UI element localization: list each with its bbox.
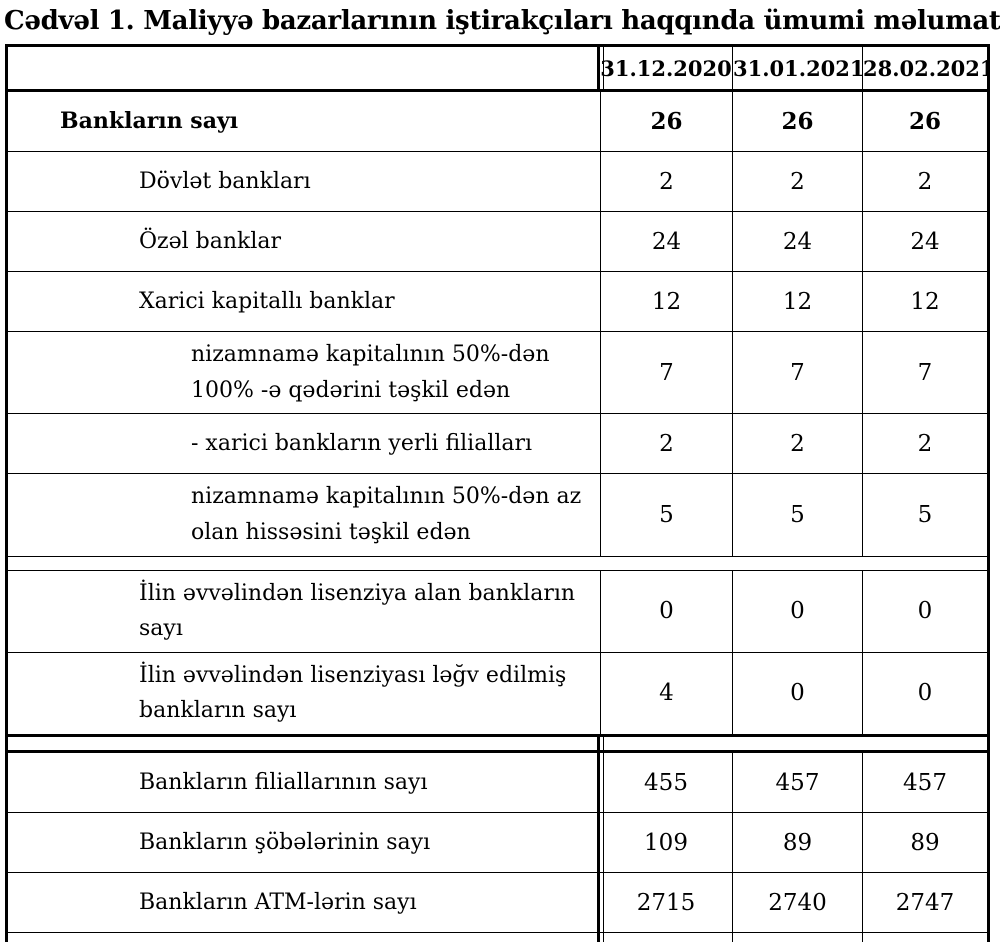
table-row: Bankların şöbələrinin sayı 109 89 89 [8, 812, 987, 872]
table-title: Cədvəl 1. Maliyyə bazarlarının iştirakçı… [4, 6, 1000, 36]
cell-value: 5 [862, 473, 987, 556]
cell-value: 2 [600, 413, 732, 474]
cell-value: 12 [732, 271, 862, 331]
table-row: Bankların sayı 26 26 26 [8, 92, 987, 151]
cell-value: 2 [862, 151, 987, 211]
cell-value: 0 [732, 651, 862, 734]
row-label: İlin əvvəlindən lisenziyası ləğv edilmiş… [8, 651, 600, 734]
table-row: İlin əvvəlindən lisenziyası ləğv edilmiş… [8, 651, 987, 734]
cell-value: 2747 [862, 872, 987, 932]
table-row: - xarici bankların yerli filialları 2 2 2 [8, 413, 987, 474]
cell-value: 457 [862, 750, 987, 812]
cell-value: 24 [732, 211, 862, 271]
table-row: Xarici kapitallı banklar 12 12 12 [8, 271, 987, 331]
cell-value: 5 [600, 473, 732, 556]
cell-value: 26 [862, 92, 987, 151]
table-row: Bankların filiallarının sayı 455 457 457 [8, 750, 987, 812]
row-label: Özəl banklar [8, 211, 600, 271]
header-row: 31.12.2020 31.01.2021 28.02.2021 [8, 47, 987, 92]
cell-value: 0 [862, 569, 987, 652]
row-label: Bank işçilərinin sayı [8, 932, 600, 942]
table-row: Bankların ATM-lərin sayı 2715 2740 2747 [8, 872, 987, 932]
header-col-date-3: 28.02.2021 [862, 47, 987, 92]
header-empty-cell [8, 47, 600, 92]
cell-value: 24 [862, 211, 987, 271]
header-col-date-1: 31.12.2020 [600, 47, 732, 92]
cell-value: 109 [600, 812, 732, 872]
cell-value: 2 [732, 151, 862, 211]
cell-value: 89 [732, 812, 862, 872]
table-row: Dövlət bankları 2 2 2 [8, 151, 987, 211]
row-label: Bankların sayı [60, 107, 239, 134]
row-label: Bankların ATM-lərin sayı [8, 872, 600, 932]
spacer-value-cell [600, 734, 987, 750]
cell-value: 7 [862, 331, 987, 414]
row-label: Xarici kapitallı banklar [8, 271, 600, 331]
row-label: Bankların filiallarının sayı [8, 750, 600, 812]
spacer-label-cell [8, 734, 600, 750]
cell-value: 2740 [732, 872, 862, 932]
cell-value: 12 [600, 271, 732, 331]
cell-value: 0 [600, 569, 732, 652]
table-row: nizamnamə kapitalının 50%-dən az olan hi… [8, 473, 987, 556]
cell-value: 457 [732, 750, 862, 812]
cell-value: 2715 [600, 872, 732, 932]
cell-value: 4 [600, 651, 732, 734]
spacer-cell [8, 555, 987, 570]
cell-value: 2 [862, 413, 987, 474]
table-body: Bankların sayı 26 26 26 Dövlət bankları 2 2 2 Öz… [8, 92, 987, 942]
header-col-date-2: 31.01.2021 [732, 47, 862, 92]
table-row: Bank işçilərinin sayı187081872418724 [8, 932, 987, 942]
table-row: nizamnamə kapitalının 50%-dən 100% -ə qə… [8, 331, 987, 414]
row-label: Bankların şöbələrinin sayı [8, 812, 600, 872]
cell-value: 0 [732, 569, 862, 652]
row-label: Dövlət bankları [8, 151, 600, 211]
cell-value: 7 [732, 331, 862, 414]
table-row: Özəl banklar 24 24 24 [8, 211, 987, 271]
cell-value: 12 [862, 271, 987, 331]
spacer-row [8, 555, 987, 570]
cell-value: 455 [600, 750, 732, 812]
cell-value: 2 [732, 413, 862, 474]
section-spacer-row [8, 734, 987, 750]
cell-value: 0 [862, 651, 987, 734]
cell-value: 18708 [600, 932, 732, 942]
cell-value: 26 [600, 92, 732, 151]
cell-value: 2 [600, 151, 732, 211]
row-label: - xarici bankların yerli filialları [8, 413, 600, 473]
row-label: İlin əvvəlindən lisenziya alan bankların… [8, 569, 600, 652]
cell-value: 24 [600, 211, 732, 271]
row-label: nizamnamə kapitalının 50%-dən az olan hi… [8, 473, 600, 555]
cell-value: 5 [732, 473, 862, 556]
cell-value: 89 [862, 812, 987, 872]
row-label: nizamnamə kapitalının 50%-dən 100% -ə qə… [8, 331, 600, 413]
cell-value: 18724 [862, 932, 987, 942]
cell-value: 26 [732, 92, 862, 151]
cell-value: 18724 [732, 932, 862, 942]
data-table: 31.12.2020 31.01.2021 28.02.2021 Banklar… [5, 44, 990, 942]
cell-value: 7 [600, 331, 732, 414]
table-row: İlin əvvəlindən lisenziya alan bankların… [8, 569, 987, 652]
